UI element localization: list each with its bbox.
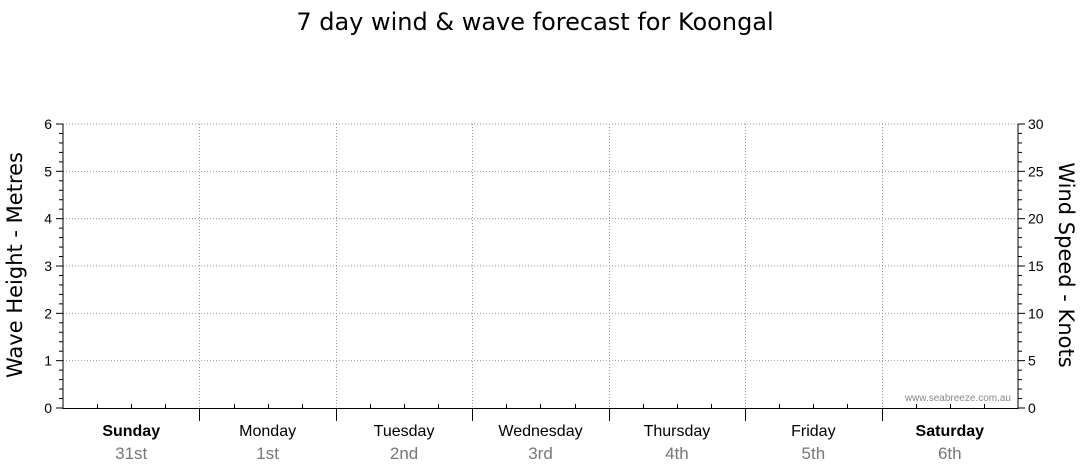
day-labels: Sunday 31st Monday 1st Tuesday 2nd Wednesday 3r… xyxy=(97,404,985,463)
day-date-label: 4th xyxy=(665,444,689,463)
grid-layer xyxy=(63,123,1018,408)
day-name-label: Sunday xyxy=(102,423,160,440)
watermark: www.seabreeze.com.au xyxy=(904,393,1011,404)
day-name-label: Wednesday xyxy=(498,423,582,440)
right-axis-ticks: 0 5 10 15 20 25 30 xyxy=(1018,116,1044,416)
right-tick-label: 15 xyxy=(1028,258,1044,274)
day-date-label: 6th xyxy=(938,444,962,463)
left-axis-title: Wave Height - Metres xyxy=(3,152,27,378)
day-name-label: Friday xyxy=(791,423,835,440)
day-date-label: 5th xyxy=(802,444,826,463)
day-date-label: 1st xyxy=(256,444,279,463)
day-name-label: Monday xyxy=(239,423,296,440)
right-tick-label: 5 xyxy=(1028,353,1036,369)
left-tick-label: 0 xyxy=(44,400,52,416)
day-date-label: 31st xyxy=(115,444,147,463)
day-date-label: 2nd xyxy=(390,444,418,463)
left-tick-label: 1 xyxy=(44,353,52,369)
day-date-label: 3rd xyxy=(528,444,553,463)
right-tick-label: 20 xyxy=(1028,211,1044,227)
day-name-label: Saturday xyxy=(916,423,985,440)
left-tick-label: 2 xyxy=(44,305,52,321)
right-tick-label: 30 xyxy=(1028,116,1044,132)
left-tick-label: 6 xyxy=(44,116,52,132)
right-axis-title: Wind Speed - Knots xyxy=(1054,162,1078,367)
left-tick-label: 5 xyxy=(44,163,52,179)
left-axis-ticks: 0 1 2 3 4 5 6 xyxy=(44,116,63,416)
chart-title: 7 day wind & wave forecast for Koongal xyxy=(296,8,773,36)
right-tick-label: 10 xyxy=(1028,305,1044,321)
left-tick-label: 4 xyxy=(44,211,52,227)
right-tick-label: 0 xyxy=(1028,400,1036,416)
day-name-label: Tuesday xyxy=(374,423,435,440)
right-tick-label: 25 xyxy=(1028,163,1044,179)
left-tick-label: 3 xyxy=(44,258,52,274)
day-name-label: Thursday xyxy=(644,423,711,440)
